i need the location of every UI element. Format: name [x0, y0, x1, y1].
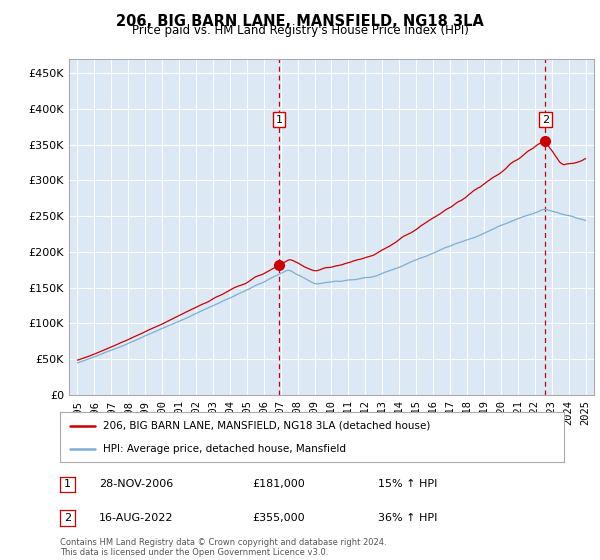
- Text: 1: 1: [275, 115, 283, 124]
- Text: 2: 2: [542, 115, 549, 124]
- Text: HPI: Average price, detached house, Mansfield: HPI: Average price, detached house, Mans…: [103, 445, 346, 454]
- Text: 2: 2: [64, 513, 71, 523]
- Text: 206, BIG BARN LANE, MANSFIELD, NG18 3LA: 206, BIG BARN LANE, MANSFIELD, NG18 3LA: [116, 14, 484, 29]
- Text: 36% ↑ HPI: 36% ↑ HPI: [378, 513, 437, 523]
- Text: Contains HM Land Registry data © Crown copyright and database right 2024.
This d: Contains HM Land Registry data © Crown c…: [60, 538, 386, 557]
- Text: 1: 1: [64, 479, 71, 489]
- Text: 15% ↑ HPI: 15% ↑ HPI: [378, 479, 437, 489]
- Text: 16-AUG-2022: 16-AUG-2022: [99, 513, 173, 523]
- Text: 28-NOV-2006: 28-NOV-2006: [99, 479, 173, 489]
- Text: 206, BIG BARN LANE, MANSFIELD, NG18 3LA (detached house): 206, BIG BARN LANE, MANSFIELD, NG18 3LA …: [103, 421, 430, 431]
- Text: £181,000: £181,000: [252, 479, 305, 489]
- Text: £355,000: £355,000: [252, 513, 305, 523]
- Text: Price paid vs. HM Land Registry's House Price Index (HPI): Price paid vs. HM Land Registry's House …: [131, 24, 469, 37]
